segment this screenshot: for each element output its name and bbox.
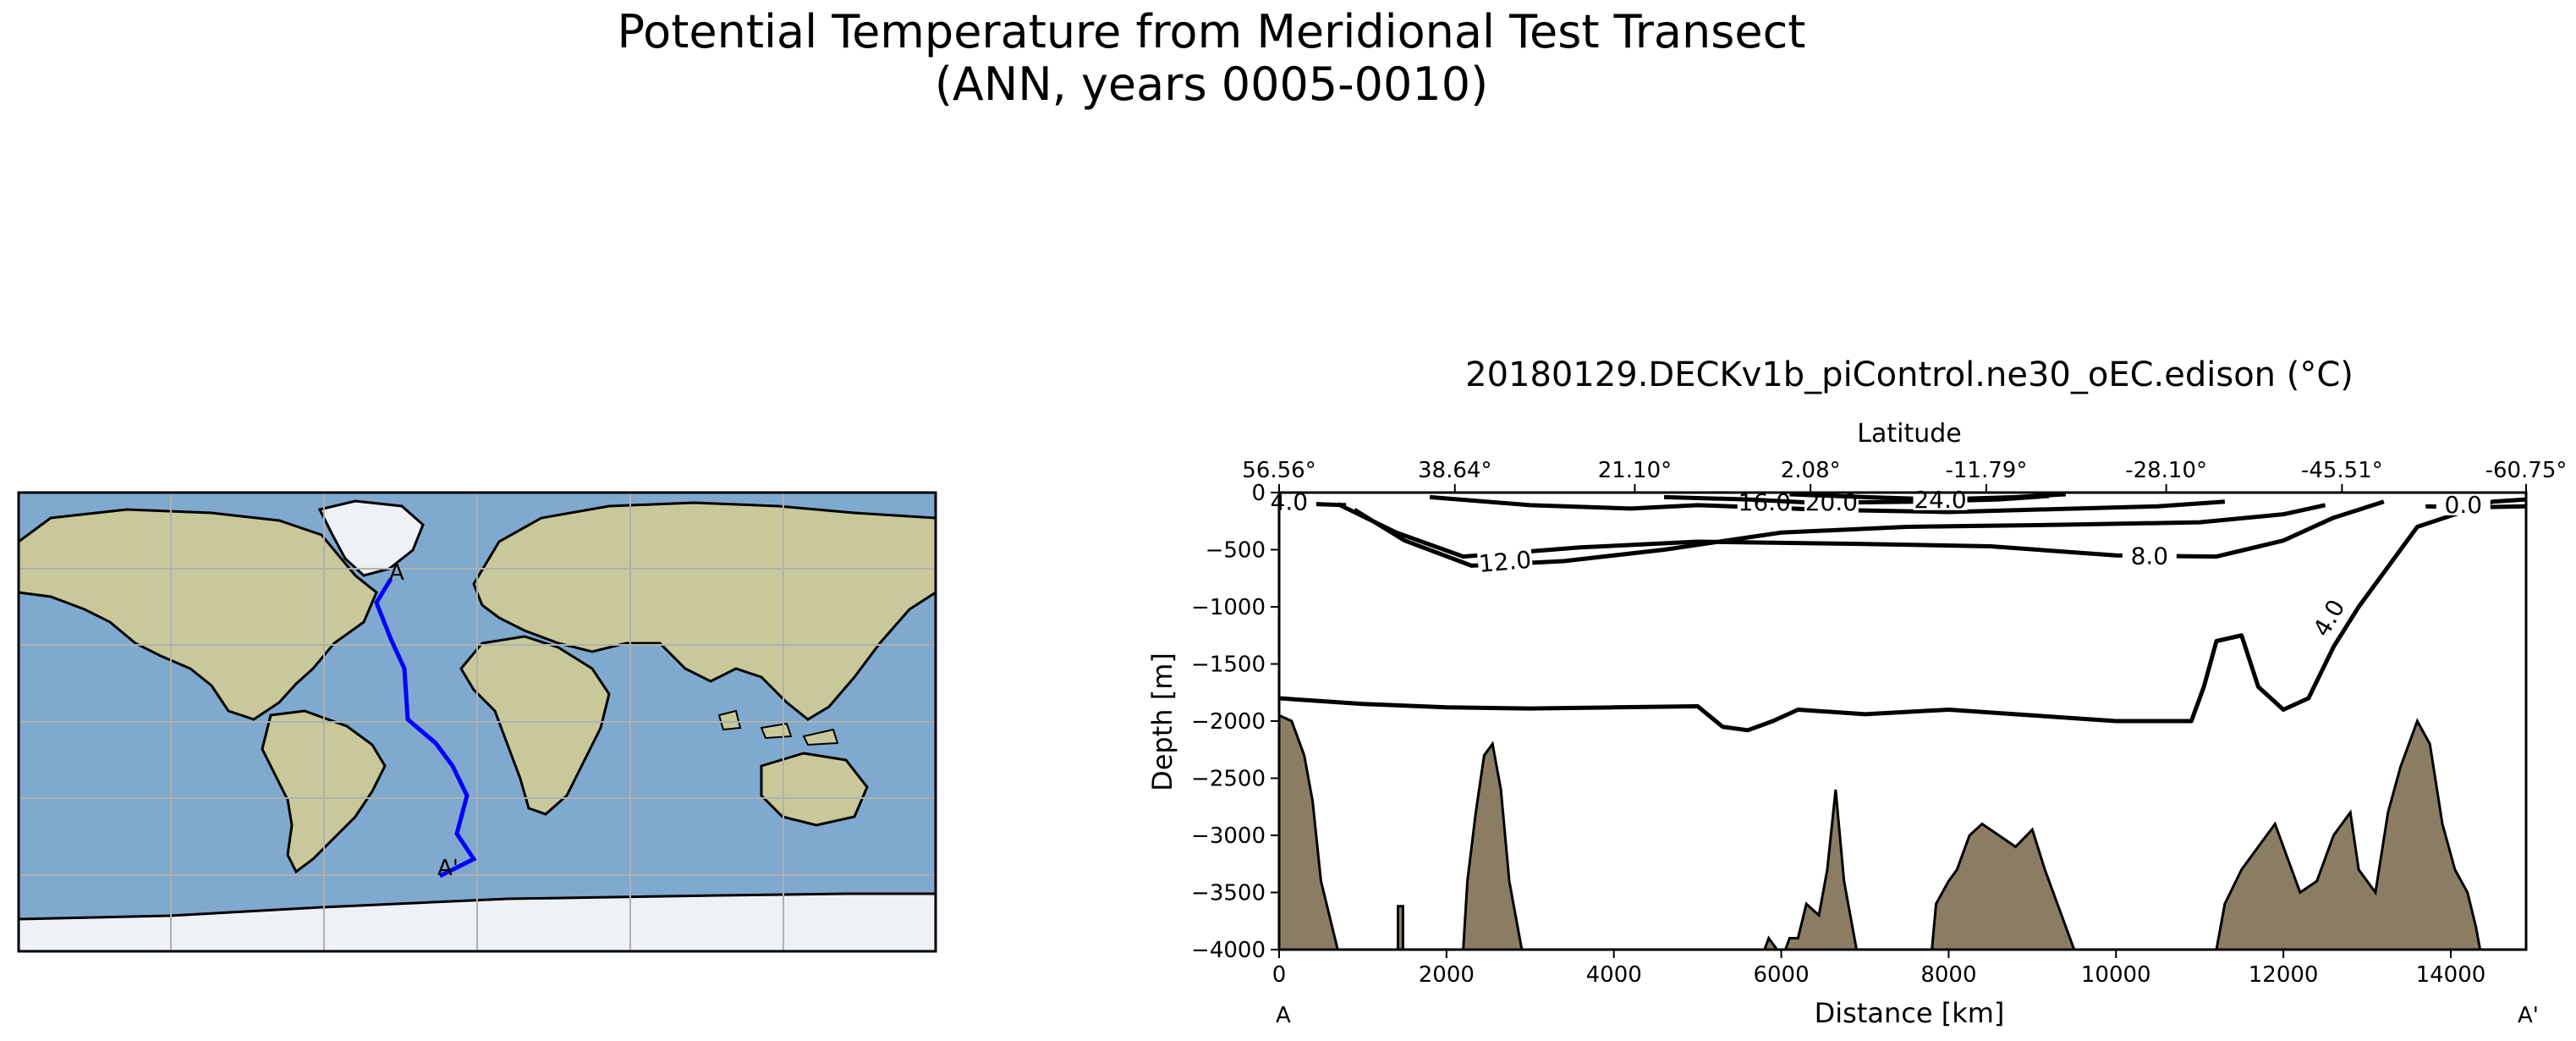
section-title: 20180129.DECKv1b_piControl.ne30_oEC.edis…: [1465, 355, 2354, 394]
greenland: [317, 499, 425, 577]
y-tick-label: −500: [1206, 538, 1266, 564]
contour-label-bg: [2436, 489, 2491, 515]
contour-label-bg: [2122, 541, 2177, 567]
lat-tick-label: -60.75°: [2485, 458, 2568, 483]
africa: [459, 635, 611, 816]
top-axis-label: Latitude: [1857, 419, 1961, 449]
x-tick-label: 0: [1272, 962, 1287, 988]
x-tick-label: 2000: [1419, 962, 1475, 988]
eurasia: [472, 501, 937, 721]
plot-layer: 4.08.012.016.0 20.0 24.0 0.04.00 2000 4000 600…: [1191, 458, 2567, 988]
y-tick-label: −3500: [1191, 881, 1266, 906]
y-tick-label: −3000: [1191, 823, 1266, 849]
x-tick-label: 12000: [2249, 962, 2319, 988]
world-map-panel: A A': [17, 491, 937, 953]
x-axis-label: Distance [km]: [1815, 997, 2005, 1029]
bathymetry: [1277, 713, 2482, 951]
transect-line: [374, 577, 477, 879]
contour-line-8.0: [1337, 499, 2385, 559]
lat-tick-label: -45.51°: [2301, 458, 2383, 483]
figure-title-line1: Potential Temperature from Meridional Te…: [618, 5, 1806, 58]
x-tick-label: 14000: [2416, 962, 2486, 988]
x-tick-label: 6000: [1753, 962, 1809, 988]
x-tick-label: 4000: [1586, 962, 1642, 988]
transect-end-label: A': [437, 856, 459, 881]
australia: [760, 752, 869, 827]
map-frame: [17, 491, 937, 953]
contour-label: 8.0: [2131, 543, 2169, 570]
contour-label-bg: [1476, 544, 1534, 576]
x-tick-label: 10000: [2081, 962, 2151, 988]
x-tick-label: 8000: [1920, 962, 1976, 988]
lat-tick-label: 21.10°: [1598, 458, 1672, 483]
lat-tick-label: 38.64°: [1418, 458, 1491, 483]
y-tick-label: 0: [1251, 481, 1266, 506]
figure-title-line2: (ANN, years 0005-0010): [935, 58, 1488, 111]
lat-tick-label: 56.56°: [1242, 458, 1315, 483]
lat-tick-label: 2.08°: [1781, 458, 1841, 483]
north-america: [17, 508, 378, 721]
contour-label: 12.0: [1478, 546, 1533, 578]
contour-label-bg: [2302, 587, 2352, 647]
section-start-label: A: [1276, 1003, 1291, 1028]
transect-section-plot: 20180129.DECKv1b_piControl.ne30_oEC.edis…: [1146, 355, 2567, 1029]
section-end-label: A': [2518, 1003, 2539, 1028]
y-tick-label: −2500: [1191, 767, 1266, 792]
y-tick-label: −1500: [1191, 653, 1266, 678]
lat-tick-label: -11.79°: [1946, 458, 2028, 483]
contour-label-bg: [1913, 484, 1968, 510]
contour-label: 0.0: [2445, 491, 2483, 519]
y-axis-label: Depth [m]: [1146, 653, 1178, 791]
contour-line-4.0: [1278, 497, 2527, 733]
lat-tick-label: -28.10°: [2125, 458, 2207, 483]
contour-line-12.0: [1353, 503, 2326, 568]
contour-label: 24.0: [1914, 486, 1966, 514]
y-tick-label: −2000: [1191, 709, 1266, 735]
y-tick-label: −4000: [1191, 938, 1266, 963]
islands: [717, 709, 839, 746]
contour-label-bg: [1261, 487, 1316, 513]
y-tick-label: −1000: [1191, 595, 1266, 620]
map-gridlines: [19, 493, 936, 951]
transect-start-label: A: [389, 560, 404, 586]
